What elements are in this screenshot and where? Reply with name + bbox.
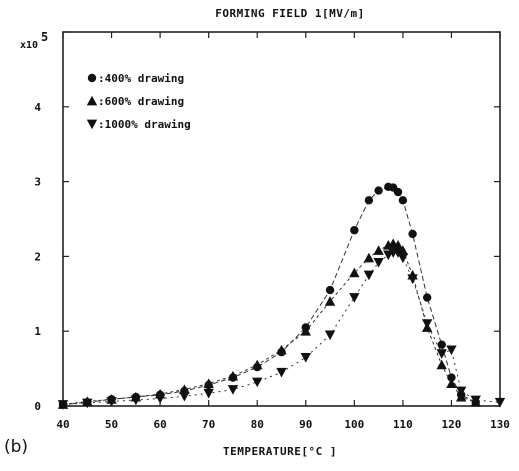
data-point	[252, 359, 263, 370]
legend-label: :600% drawing	[98, 95, 184, 108]
data-point	[203, 378, 214, 388]
y-tick-label: 0	[34, 400, 41, 413]
series-triangle-down	[57, 248, 506, 410]
data-point	[373, 257, 384, 268]
y-tick-label: 1	[34, 325, 41, 338]
data-point	[350, 226, 359, 235]
legend-marker	[87, 73, 97, 83]
x-tick-label: 50	[105, 418, 118, 431]
series-circle	[58, 182, 480, 409]
legend-entry: :1000% drawing	[86, 118, 191, 131]
data-point	[393, 187, 403, 197]
data-point	[57, 400, 69, 410]
x-tick-label: 130	[490, 418, 510, 431]
panel-label: (b)	[4, 437, 28, 457]
legend: :400% drawing :600% drawing :1000% drawing	[86, 72, 191, 131]
data-point	[227, 385, 239, 395]
data-point	[300, 352, 311, 363]
y-multiplier-base: x10	[20, 40, 38, 51]
series-line	[62, 243, 476, 405]
legend-label: :1000% drawing	[98, 118, 191, 131]
legend-entry: :400% drawing	[87, 72, 184, 85]
x-tick-label: 40	[56, 418, 69, 431]
legend-entry: :600% drawing	[86, 95, 184, 108]
data-point	[397, 253, 409, 264]
data-point	[203, 388, 214, 399]
data-point	[436, 359, 447, 370]
data-point	[324, 296, 336, 306]
data-point	[437, 340, 446, 349]
data-point	[421, 319, 433, 329]
data-point	[349, 293, 360, 303]
data-point	[276, 367, 287, 378]
x-tick-label: 90	[299, 418, 312, 431]
data-point	[300, 326, 311, 336]
ticks-layer: 40 50 60 70 80 90 100 110 120 130 0 1 2 3 4	[34, 31, 510, 431]
series-triangle-up	[57, 238, 481, 409]
data-point	[446, 345, 457, 356]
data-point	[398, 196, 408, 205]
data-point	[130, 395, 142, 406]
data-point	[374, 186, 383, 195]
x-axis-title: TEMPERATURE[°C ]	[223, 445, 337, 458]
plot-frame	[62, 31, 501, 407]
x-tick-label: 100	[344, 418, 364, 431]
y-tick-label: 3	[34, 176, 41, 189]
series-line	[62, 252, 501, 405]
data-point	[373, 245, 384, 255]
data-point	[455, 391, 467, 402]
series-layer	[57, 182, 506, 410]
data-point	[179, 391, 190, 402]
series-line	[62, 186, 476, 405]
data-point	[363, 252, 375, 263]
data-point	[364, 196, 374, 205]
data-point	[324, 330, 336, 341]
data-point	[446, 378, 457, 388]
data-point	[227, 370, 239, 381]
data-point	[252, 377, 263, 388]
data-point	[494, 397, 506, 408]
legend-label: :400% drawing	[98, 72, 184, 85]
x-tick-label: 120	[442, 418, 462, 431]
data-point	[392, 248, 404, 258]
data-point	[363, 270, 375, 281]
legend-marker	[86, 119, 98, 130]
data-point	[276, 344, 287, 355]
y-tick-label: 4	[34, 101, 41, 114]
data-point	[154, 394, 166, 404]
data-point	[436, 349, 447, 359]
x-tick-label: 70	[202, 418, 215, 431]
data-point	[422, 293, 432, 302]
x-tick-label: 110	[393, 418, 413, 431]
legend-marker	[86, 95, 98, 106]
x-tick-label: 80	[251, 418, 264, 431]
data-point	[392, 239, 404, 250]
data-point	[349, 267, 360, 278]
x-tick-label: 60	[153, 418, 166, 431]
data-point	[407, 274, 418, 285]
data-point	[455, 386, 467, 397]
data-point	[179, 384, 190, 394]
data-point	[325, 285, 335, 295]
data-point	[470, 395, 481, 406]
y-multiplier-exponent: 5	[41, 30, 48, 44]
chart-title: FORMING FIELD 1[MV/m]	[215, 7, 365, 20]
data-point	[408, 229, 417, 239]
y-tick-label: 2	[34, 250, 41, 263]
data-point	[106, 397, 117, 407]
data-point	[82, 398, 93, 409]
data-point	[447, 373, 456, 382]
